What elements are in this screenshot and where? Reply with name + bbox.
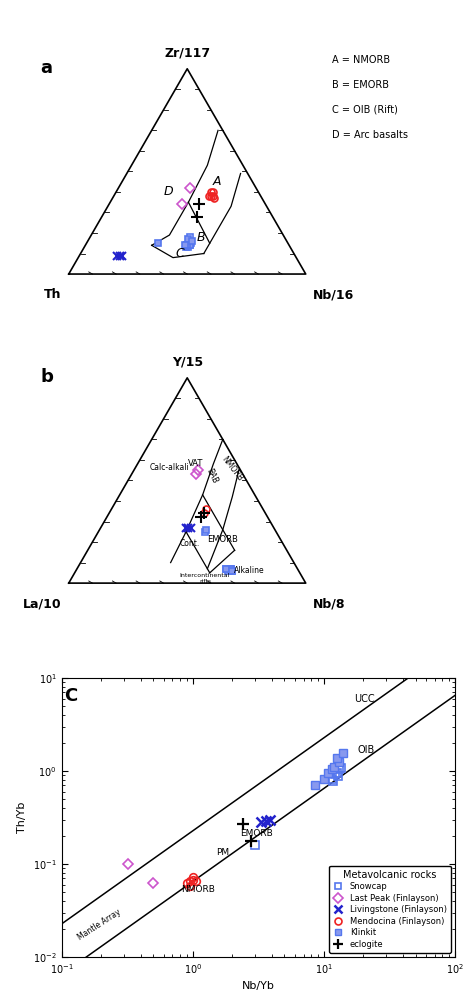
- Text: BAB: BAB: [205, 467, 219, 485]
- Text: Calc-alkali: Calc-alkali: [150, 464, 189, 473]
- Text: Y/15: Y/15: [172, 355, 203, 368]
- Text: Intercontinental
rifts: Intercontinental rifts: [180, 573, 230, 583]
- Text: NMORB: NMORB: [182, 885, 215, 894]
- Text: B = EMORB: B = EMORB: [332, 80, 389, 90]
- Text: La/10: La/10: [23, 597, 62, 610]
- Text: PM: PM: [216, 848, 229, 857]
- Text: D: D: [164, 185, 173, 198]
- Text: NMORB: NMORB: [220, 455, 245, 483]
- Text: C: C: [176, 247, 184, 260]
- Text: Th: Th: [44, 288, 62, 301]
- Text: EMORB: EMORB: [207, 535, 238, 544]
- Text: D = Arc basalts: D = Arc basalts: [332, 130, 408, 140]
- Text: OIB: OIB: [357, 746, 374, 756]
- Text: Nb/16: Nb/16: [313, 288, 354, 301]
- Text: Cont.: Cont.: [180, 539, 200, 548]
- Legend: Snowcap, Last Peak (Finlayson), Livingstone (Finlayson), Mendocina (Finlayson), : Snowcap, Last Peak (Finlayson), Livingst…: [329, 865, 451, 953]
- Text: C: C: [64, 687, 78, 705]
- Text: A = NMORB: A = NMORB: [332, 55, 390, 65]
- Text: VAT: VAT: [188, 460, 203, 469]
- Text: UCC: UCC: [354, 694, 375, 704]
- Text: a: a: [40, 59, 52, 78]
- Text: EMORB: EMORB: [240, 830, 273, 838]
- Text: B: B: [197, 230, 206, 243]
- Text: b: b: [40, 368, 53, 387]
- Text: Zr/117: Zr/117: [164, 46, 210, 59]
- Text: Alkaline: Alkaline: [234, 566, 264, 575]
- Text: Mantle Array: Mantle Array: [77, 907, 123, 942]
- Text: C = OIB (Rift): C = OIB (Rift): [332, 105, 398, 115]
- Text: Nb/8: Nb/8: [313, 597, 346, 610]
- Text: A: A: [213, 175, 221, 188]
- X-axis label: Nb/Yb: Nb/Yb: [242, 981, 275, 991]
- Y-axis label: Th/Yb: Th/Yb: [18, 802, 27, 833]
